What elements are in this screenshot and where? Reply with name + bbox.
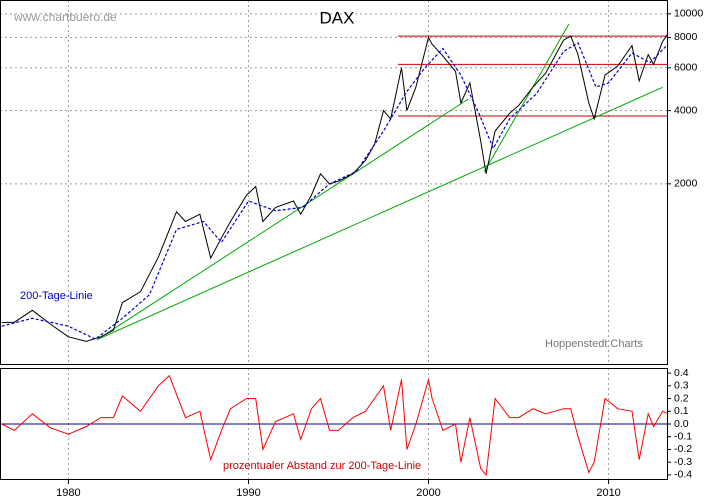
y-tick-label: -0.4 [674, 469, 692, 481]
line-series [1, 374, 669, 477]
watermark: www.chartbuero.de [13, 10, 117, 24]
x-tick-label: 2000 [416, 487, 440, 499]
y-tick-label: 4000 [674, 104, 698, 116]
y-tick-label: 0.0 [674, 418, 689, 430]
line-series [1, 33, 669, 342]
y-tick-label: 10000 [674, 8, 703, 20]
y-tick-label: 2000 [674, 178, 698, 190]
y-tick-label: 6000 [674, 62, 698, 74]
x-tick-label: 1990 [236, 487, 260, 499]
lower-title: prozentualer Abstand zur 200-Tage-Linie [223, 460, 421, 472]
trend-line [96, 98, 469, 340]
y-tick-label: -0.2 [674, 443, 692, 455]
legend-label: 200-Tage-Linie [20, 290, 93, 302]
trend-line [483, 23, 570, 172]
source: Hoppenstedt Charts [545, 338, 643, 350]
x-tick-label: 1980 [56, 487, 80, 499]
main-frame [0, 0, 668, 365]
y-tick-label: -0.1 [674, 431, 692, 443]
y-tick-label: -0.3 [674, 456, 692, 468]
chart-title: DAX [320, 8, 355, 27]
y-tick-label: 0.2 [674, 392, 689, 404]
trend-line [97, 86, 663, 341]
y-tick-label: 0.3 [674, 380, 689, 392]
y-tick-label: 0.4 [674, 367, 689, 379]
y-tick-label: 0.1 [674, 405, 689, 417]
line-series [1, 41, 669, 340]
y-tick-label: 8000 [674, 31, 698, 43]
x-tick-label: 2010 [596, 487, 620, 499]
